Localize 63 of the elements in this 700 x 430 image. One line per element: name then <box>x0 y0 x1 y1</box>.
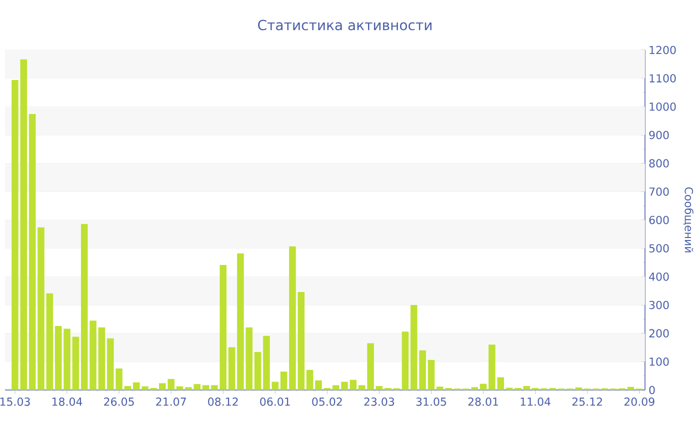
bar <box>20 59 28 390</box>
x-tick-label: 25.12 <box>572 398 602 406</box>
bar <box>80 224 88 390</box>
bar <box>228 347 236 390</box>
bar <box>376 386 383 390</box>
y-tick-label: 300 <box>649 300 669 310</box>
bar <box>46 293 54 390</box>
bar <box>280 372 288 390</box>
x-tick-label: 15.03 <box>0 398 30 406</box>
bar <box>289 246 296 390</box>
bar <box>350 380 357 390</box>
bar <box>98 327 106 390</box>
y-tick-label: 500 <box>649 244 669 252</box>
bar <box>341 382 348 390</box>
y-tick-label: 1200 <box>650 46 676 54</box>
bar <box>315 380 322 390</box>
bar <box>90 320 96 390</box>
y-tick-label: 800 <box>649 159 669 168</box>
x-tick-label: 21.07 <box>156 398 186 406</box>
bar <box>124 386 132 390</box>
y-tick-label: 200 <box>649 329 669 338</box>
y-tick-label: 400 <box>649 272 669 281</box>
y-tick-label: 600 <box>649 216 669 224</box>
x-tick-label: 31.05 <box>416 398 446 406</box>
x-tick-label: 11.04 <box>520 398 550 406</box>
bar <box>28 114 36 390</box>
chart-title: Статистика активности <box>258 20 432 30</box>
x-tick-label: 23.03 <box>364 398 394 406</box>
bar <box>358 385 366 390</box>
bar <box>254 352 262 390</box>
x-tick-label: 28.01 <box>468 398 498 406</box>
bar <box>306 370 314 390</box>
bar <box>38 227 44 390</box>
bar <box>402 332 409 390</box>
bar <box>54 326 62 390</box>
y-axis-title: Сообщений <box>683 187 694 252</box>
y-tick-label: 1000 <box>650 102 676 111</box>
y-tick-label: 0 <box>649 386 655 394</box>
bar <box>575 387 582 390</box>
bar <box>202 385 210 390</box>
bar <box>523 386 530 390</box>
bar <box>263 336 270 390</box>
bar <box>428 360 435 390</box>
bar <box>332 385 340 390</box>
bar <box>176 386 184 390</box>
x-tick-label: 18.04 <box>52 398 82 406</box>
x-tick-label: 06.01 <box>260 398 290 406</box>
y-tick-label: 900 <box>649 130 669 140</box>
bar <box>72 336 80 390</box>
x-tick-label: 26.05 <box>104 398 134 406</box>
y-tick-label: 700 <box>649 187 669 196</box>
y-tick-label: 100 <box>650 358 669 366</box>
bar <box>298 292 305 390</box>
bar <box>367 343 374 390</box>
bar <box>12 80 18 390</box>
bar <box>480 384 487 390</box>
bar <box>627 386 634 390</box>
bar <box>64 328 70 390</box>
x-tick-label: 05.02 <box>312 398 342 406</box>
bar <box>272 382 279 390</box>
x-tick-label: 08.12 <box>208 398 238 406</box>
x-tick-label: 20.09 <box>624 398 654 406</box>
y-tick-label: 1100 <box>650 74 676 82</box>
